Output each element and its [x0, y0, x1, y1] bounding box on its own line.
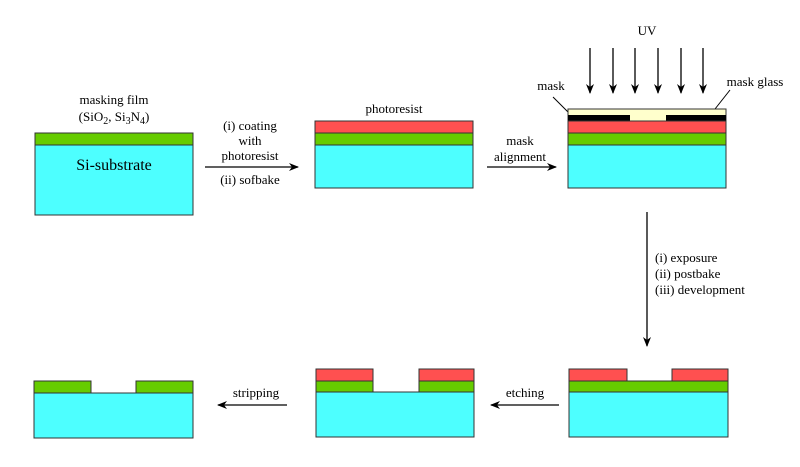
masking-film-layer	[135, 380, 194, 394]
uv-arrows	[586, 48, 707, 94]
uv-label: UV	[638, 23, 657, 38]
photoresist-layer	[418, 368, 475, 382]
photoresist-layer	[314, 120, 474, 134]
panel-mask-alignment: UV mask mask glass	[537, 23, 784, 189]
substrate-layer	[315, 391, 475, 438]
step-label: alignment	[494, 149, 546, 164]
mask-layer	[568, 115, 630, 121]
substrate-layer	[568, 391, 729, 438]
panel-etched	[315, 368, 475, 438]
step-label: (ii) sofbake	[220, 172, 280, 187]
mask-glass-pointer	[714, 89, 731, 110]
step-label: etching	[506, 385, 545, 400]
photoresist-layer	[567, 120, 727, 134]
step-stripping: stripping	[217, 385, 287, 409]
photoresist-layer	[568, 368, 628, 382]
photoresist-layer	[671, 368, 729, 382]
step-etching: etching	[490, 385, 559, 409]
mask-glass-label: mask glass	[727, 74, 784, 89]
panel-stripped	[33, 380, 194, 439]
step-label: stripping	[233, 385, 280, 400]
masking-film-layer	[314, 132, 474, 146]
step-coating: (i) coating with photoresist (ii) sofbak…	[205, 118, 299, 187]
step-label: mask	[506, 133, 534, 148]
photoresist-label: photoresist	[365, 101, 422, 116]
step-exposure-development: (i) exposure (ii) postbake (iii) develop…	[643, 212, 745, 347]
mask-label: mask	[537, 78, 565, 93]
step-label: (i) coating	[223, 118, 277, 133]
substrate-layer	[314, 144, 474, 189]
step-label: with	[238, 133, 262, 148]
masking-film-label: masking film	[80, 92, 149, 107]
masking-film-layer	[33, 380, 92, 394]
substrate-label: Si-substrate	[76, 157, 152, 174]
step-mask-alignment: mask alignment	[487, 133, 557, 171]
masking-film-layer	[315, 380, 374, 393]
masking-film-layer	[567, 132, 727, 146]
panel-substrate-with-film: masking film (SiO2, Si3N4) Si-substrate	[34, 92, 194, 216]
photoresist-layer	[315, 368, 374, 382]
panel-photoresist: photoresist	[314, 101, 474, 189]
substrate-layer	[567, 144, 727, 189]
step-label: (iii) development	[655, 282, 745, 297]
masking-film-layer	[418, 380, 475, 393]
step-label: (i) exposure	[655, 250, 718, 265]
step-label: (ii) postbake	[655, 266, 721, 281]
substrate-layer	[34, 144, 194, 216]
mask-layer	[666, 115, 726, 121]
masking-film-layer	[34, 132, 194, 146]
panel-developed	[568, 368, 729, 438]
substrate-layer	[33, 392, 194, 439]
masking-film-formula: (SiO2, Si3N4)	[79, 109, 150, 127]
step-label: photoresist	[221, 148, 278, 163]
masking-film-layer	[568, 380, 729, 393]
